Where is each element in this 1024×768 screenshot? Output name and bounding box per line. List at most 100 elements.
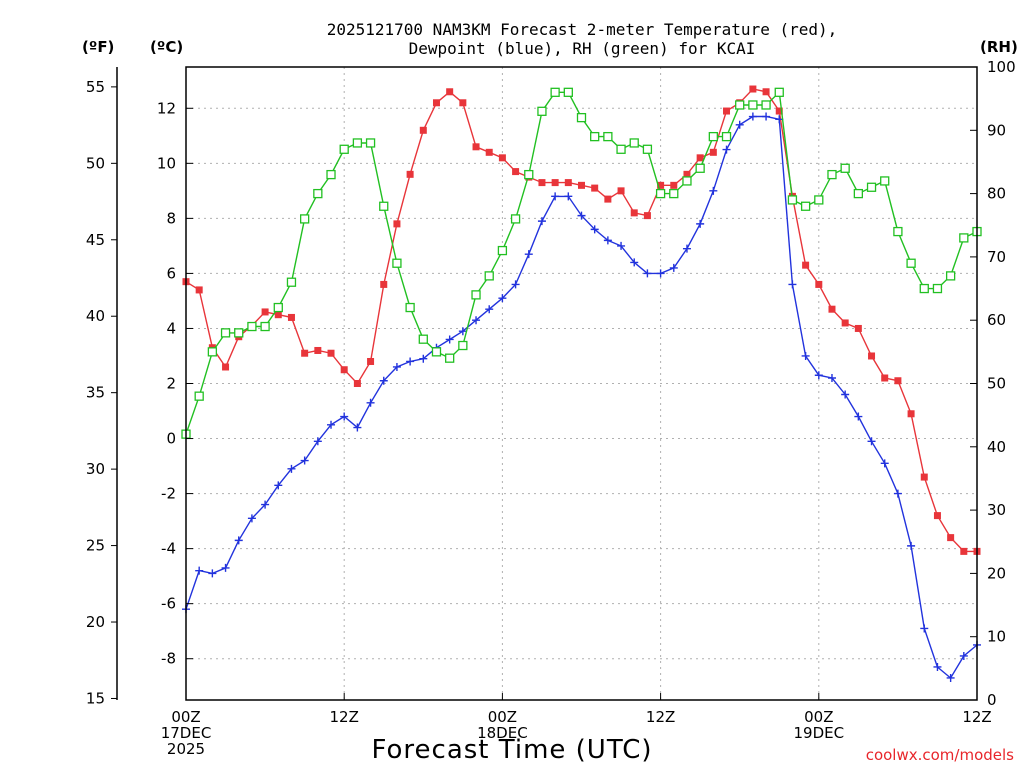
data-point <box>353 423 362 432</box>
data-point <box>880 176 890 186</box>
data-point <box>853 188 863 199</box>
x-tick-label: 00Z 18DEC <box>477 708 528 742</box>
fahrenheit-tick-label: 35 <box>86 384 105 402</box>
x-tick-label-line: 00Z <box>171 708 200 726</box>
data-point <box>445 335 454 344</box>
x-tick-label-line: 18DEC <box>477 724 528 742</box>
data-point <box>945 271 956 281</box>
data-point <box>814 371 823 380</box>
rh-tick-label: 50 <box>987 375 1006 393</box>
rh-tick-label: 80 <box>987 185 1006 203</box>
data-point <box>564 192 573 201</box>
rh-unit-label: (RH) <box>980 38 1018 56</box>
data-point <box>946 673 955 682</box>
data-point <box>696 154 704 162</box>
data-point <box>827 373 836 382</box>
data-point <box>616 144 626 154</box>
x-tick-label-line: 12Z <box>330 708 359 726</box>
x-tick-label-line: 19DEC <box>794 724 845 742</box>
data-point <box>538 179 546 187</box>
data-point <box>207 347 218 357</box>
data-point <box>656 269 665 278</box>
data-point <box>603 131 613 142</box>
series-line <box>185 90 978 435</box>
data-point <box>867 437 876 446</box>
data-point <box>683 170 691 178</box>
celsius-tick-label: 10 <box>157 154 176 172</box>
data-point <box>313 437 322 446</box>
x-tick-label: 12Z <box>962 708 991 726</box>
data-point <box>906 258 916 268</box>
celsius-unit-label: (ºC) <box>150 38 183 56</box>
data-point <box>313 188 323 199</box>
fahrenheit-tick-label: 30 <box>86 460 105 478</box>
data-point <box>392 258 402 268</box>
series-2-meter-temperature <box>182 85 981 555</box>
fahrenheit-tick-label: 15 <box>86 689 105 707</box>
series-layer <box>181 85 982 682</box>
data-point <box>828 305 836 313</box>
rh-tick-label: 20 <box>987 564 1006 582</box>
data-point <box>471 290 481 300</box>
data-point <box>578 181 585 189</box>
data-point <box>287 313 295 321</box>
data-point <box>748 100 758 110</box>
data-point <box>669 263 678 272</box>
data-point <box>220 328 231 338</box>
data-point <box>512 168 520 176</box>
data-point <box>498 294 507 303</box>
data-point <box>682 176 692 186</box>
data-point <box>340 412 349 421</box>
data-point <box>405 302 415 313</box>
fahrenheit-tick-label: 25 <box>86 537 105 555</box>
data-point <box>261 500 270 509</box>
data-point <box>300 456 309 465</box>
chart-title-line2: Dewpoint (blue), RH (green) for KCAI <box>409 39 756 58</box>
rh-tick-label: 100 <box>987 58 1016 76</box>
data-point <box>195 566 204 575</box>
data-point <box>299 214 310 224</box>
data-point <box>234 536 243 545</box>
rh-tick-label: 90 <box>987 121 1006 139</box>
data-point <box>367 357 375 365</box>
data-point <box>629 138 639 148</box>
data-point <box>286 277 297 287</box>
x-tick-label-line: 00Z <box>804 708 833 726</box>
rh-tick-label: 70 <box>987 248 1006 266</box>
data-point <box>418 334 428 344</box>
data-point <box>721 131 732 142</box>
data-point <box>366 398 375 407</box>
data-point <box>274 311 282 319</box>
data-point <box>735 120 744 129</box>
data-point <box>696 219 705 228</box>
data-point <box>365 138 376 148</box>
rh-tick-label: 10 <box>987 628 1006 646</box>
data-point <box>630 209 638 217</box>
data-point <box>709 186 718 195</box>
celsius-tick-label: 4 <box>166 319 176 337</box>
data-point <box>920 624 929 633</box>
data-point <box>854 324 862 332</box>
data-point <box>339 144 349 154</box>
data-point <box>815 280 823 288</box>
data-point <box>524 250 533 259</box>
data-point <box>260 321 270 332</box>
data-point <box>591 184 599 192</box>
data-point <box>919 283 929 294</box>
data-point <box>775 107 783 115</box>
data-point <box>814 195 824 205</box>
data-point <box>537 106 547 116</box>
data-point <box>893 226 903 237</box>
data-point <box>393 220 401 228</box>
data-point <box>497 245 508 256</box>
data-point <box>841 390 850 399</box>
data-point <box>431 347 442 357</box>
data-point <box>657 181 665 189</box>
data-point <box>537 217 546 226</box>
data-point <box>748 112 757 121</box>
chart-title-line1: 2025121700 NAM3KM Forecast 2-meter Tempe… <box>327 20 838 39</box>
credit-link[interactable]: coolwx.com/models <box>866 746 1014 764</box>
celsius-tick-label: 0 <box>166 430 176 448</box>
data-point <box>577 211 586 220</box>
